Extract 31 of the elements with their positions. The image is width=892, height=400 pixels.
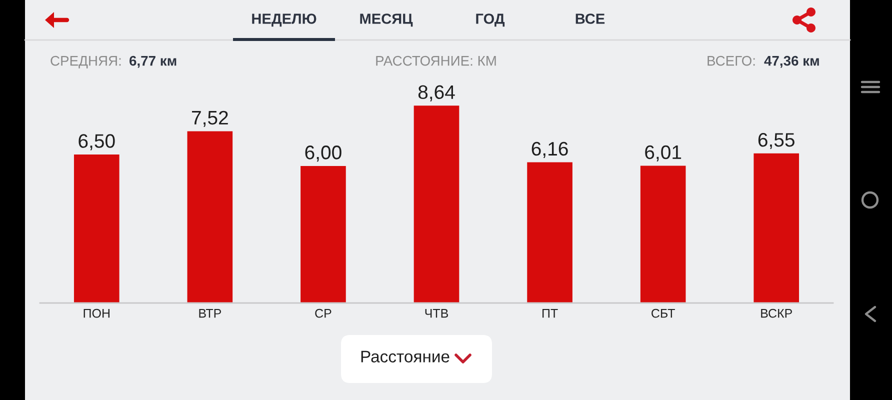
text: НЕДЕЛЮ [252,14,316,27]
x-tick-label: ПОН [84,308,110,318]
data-label: 6,01 [645,145,682,162]
data-label: 8,64 [418,85,455,102]
text: 6,77 км [130,56,176,68]
x-tick-label: ПТ [542,309,558,318]
data-label: 7,52 [192,110,228,127]
bar [640,166,686,303]
bar [754,153,800,303]
x-tick-label: СР [315,308,332,318]
x-tick-label: ВСКР [761,308,792,318]
text: 47,36 км [764,56,819,68]
x-tick-label: ВТР [199,309,221,318]
text: СРЕДНЯЯ: [50,56,121,68]
bar [187,131,233,303]
bar [300,166,346,303]
bar [74,154,120,303]
chart-title: РАССТОЯНИЕ: КМ [376,56,496,66]
text: МЕСЯЦ [360,14,413,27]
data-label: 6,55 [758,132,794,150]
data-label: 6,50 [78,134,115,150]
text: ВСЕ [576,14,605,24]
x-tick-label: СБТ [652,308,675,318]
bar [527,162,572,303]
data-label: 6,00 [305,146,342,162]
bar [414,106,460,303]
text: ВСЕГО: [708,56,755,66]
data-label: 6,16 [532,142,568,158]
text: Расстояние [361,350,450,362]
x-tick-label: ЧТВ [425,309,448,318]
text: ГОД [476,14,505,27]
